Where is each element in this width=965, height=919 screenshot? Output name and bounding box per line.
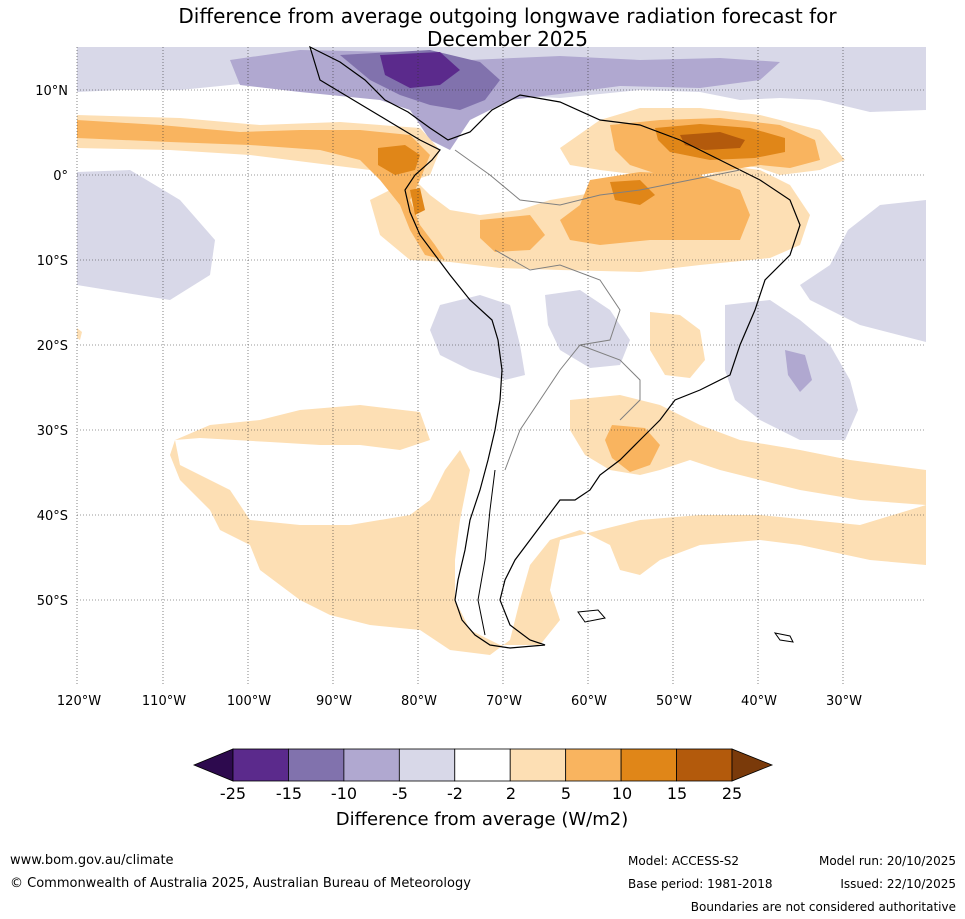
footer-base-period: Base period: 1981-2018 (628, 877, 773, 891)
positive-region-south-atlantic-band (570, 395, 926, 505)
lat-label: 10°S (37, 254, 68, 269)
positive-region-panama-strong (378, 145, 420, 175)
positive-region-peru (480, 215, 545, 252)
positive-region-amazon (560, 172, 750, 245)
lat-label: 30°S (37, 424, 68, 439)
positive-region-edge (77, 328, 82, 340)
negative-region-east-pacific (77, 170, 215, 300)
colorbar-tick-label: 25 (722, 784, 742, 803)
lat-label: 0° (53, 169, 68, 184)
lon-label: 100°W (227, 694, 271, 709)
colorbar-swatch (398, 748, 456, 782)
country-boundary-north (454, 149, 741, 206)
colorbar-extend-high (731, 748, 774, 782)
colorbar-swatch (343, 748, 400, 782)
colorbar-swatches (192, 748, 774, 782)
lat-label: 50°S (37, 594, 68, 609)
positive-region-colombia-strong (410, 188, 425, 215)
colorbar-tick-label: -15 (276, 784, 302, 803)
colorbar-tick-labels: -25 -15 -10 -5 -2 2 5 10 15 25 (220, 784, 742, 803)
colorbar: -25 -15 -10 -5 -2 2 5 10 15 25 Differenc… (192, 748, 774, 830)
colorbar-swatch (454, 748, 511, 782)
country-boundary-south (579, 344, 641, 421)
colorbar-title: Difference from average (W/m2) (336, 809, 628, 830)
south-georgia (773, 632, 794, 643)
lat-label: 40°S (37, 509, 68, 524)
lon-label: 110°W (142, 694, 186, 709)
negative-region-central (545, 290, 630, 368)
lon-label: 40°W (741, 694, 777, 709)
negative-core-central-america (380, 52, 460, 88)
positive-region-southern-ocean (170, 405, 926, 655)
lon-label: 30°W (826, 694, 862, 709)
map-title: Difference from average outgoing longwav… (0, 5, 965, 51)
positive-core-guianas (680, 132, 745, 150)
colorbar-tick-label: 2 (506, 784, 516, 803)
map-panel (76, 45, 926, 685)
lon-label: 80°W (401, 694, 437, 709)
lon-label: 70°W (486, 694, 522, 709)
footer-copyright: © Commonwealth of Australia 2025, Austra… (10, 876, 471, 891)
country-boundary-central (494, 249, 621, 471)
colorbar-swatch (232, 748, 289, 782)
colorbar-tick-label: 10 (612, 784, 632, 803)
latitude-labels: 10°N 0° 10°S 20°S 30°S 40°S 50°S (35, 84, 68, 609)
colorbar-tick-label: -2 (447, 784, 463, 803)
positive-region-amazon-strong (610, 180, 655, 205)
footer-issued: Issued: 22/10/2025 (840, 877, 956, 891)
map-title-line1: Difference from average outgoing longwav… (178, 4, 837, 28)
colorbar-tick-label: -5 (392, 784, 408, 803)
longitude-labels: 120°W 110°W 100°W 90°W 80°W 70°W 60°W 50… (57, 694, 862, 709)
negative-region-south-atlantic (800, 200, 926, 342)
colorbar-swatch (288, 748, 345, 782)
footer-model: Model: ACCESS-S2 (628, 854, 740, 868)
colorbar-tick-label: 15 (667, 784, 687, 803)
colorbar-extend-low (192, 748, 234, 782)
lon-label: 90°W (316, 694, 352, 709)
gridlines (76, 47, 926, 685)
colorbar-tick-label: 5 (561, 784, 571, 803)
footer-model-run: Model run: 20/10/2025 (818, 854, 956, 868)
footer-disclaimer: Boundaries are not considered authoritat… (690, 900, 956, 914)
positive-region-east-pacific-band (77, 120, 445, 260)
south-america-coastline (309, 45, 801, 649)
colorbar-tick-label: -25 (220, 784, 246, 803)
colorbar-swatch (509, 748, 567, 782)
colorbar-swatch (565, 748, 622, 782)
lon-label: 50°W (656, 694, 692, 709)
country-boundary-andes (477, 469, 496, 636)
lon-label: 60°W (571, 694, 607, 709)
negative-region-atlantic-small (785, 350, 812, 392)
colorbar-swatch (620, 748, 677, 782)
negative-region-west-coast (430, 295, 525, 380)
lon-label: 120°W (57, 694, 101, 709)
map-title-line2: December 2025 (427, 27, 588, 51)
footer-url[interactable]: www.bom.gov.au/climate (10, 853, 174, 868)
lat-label: 10°N (35, 84, 68, 99)
lat-label: 20°S (37, 339, 68, 354)
colorbar-tick-label: -10 (331, 784, 357, 803)
falkland-islands (577, 609, 606, 623)
colorbar-swatch (676, 748, 733, 782)
